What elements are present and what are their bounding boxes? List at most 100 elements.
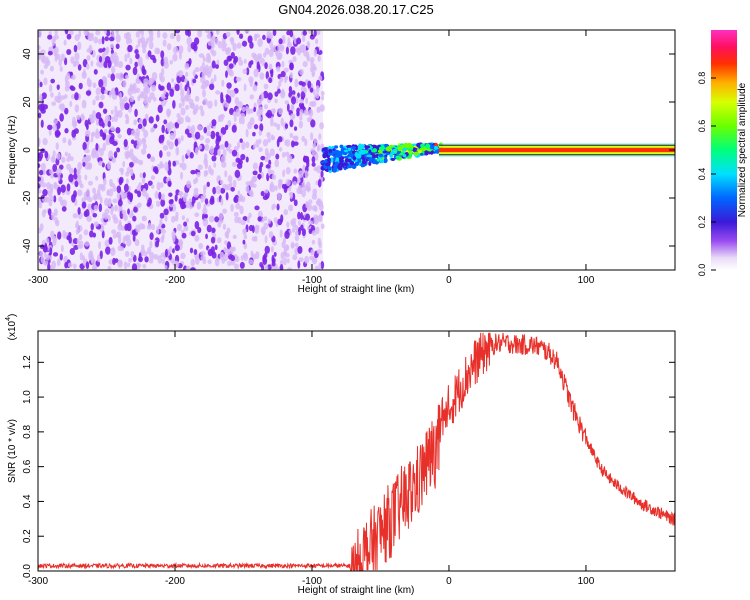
- noise-speckle: [60, 95, 66, 100]
- noise-speckle: [57, 175, 61, 181]
- noise-speckle: [277, 218, 283, 226]
- noise-speckle: [316, 165, 322, 174]
- noise-speckle: [161, 93, 166, 100]
- noise-speckle: [148, 35, 154, 42]
- noise-speckle: [201, 62, 206, 68]
- noise-speckle: [93, 148, 99, 158]
- noise-speckle: [211, 50, 217, 57]
- noise-speckle: [168, 192, 173, 197]
- noise-speckle: [159, 212, 165, 219]
- noise-speckle: [112, 214, 117, 220]
- noise-speckle: [55, 142, 59, 150]
- noise-speckle: [293, 168, 298, 174]
- noise-speckle: [180, 107, 186, 116]
- cluster-point: [390, 151, 396, 155]
- noise-speckle: [227, 120, 232, 128]
- noise-speckle: [200, 76, 206, 84]
- noise-speckle: [235, 76, 242, 82]
- noise-speckle: [51, 239, 57, 246]
- noise-speckle: [206, 130, 212, 137]
- colorbar-tick-label: 0.2: [697, 216, 707, 229]
- noise-speckle: [194, 212, 200, 218]
- noise-speckle: [282, 37, 286, 43]
- noise-speckle: [153, 123, 158, 129]
- noise-speckle: [134, 132, 140, 140]
- noise-speckle: [192, 78, 197, 84]
- noise-speckle: [59, 164, 64, 170]
- noise-speckle: [265, 164, 271, 169]
- noise-speckle: [318, 75, 323, 81]
- noise-speckle: [181, 232, 187, 239]
- noise-speckle: [312, 143, 317, 149]
- noise-speckle: [132, 84, 136, 90]
- noise-speckle: [310, 60, 314, 68]
- noise-speckle: [56, 84, 60, 90]
- noise-speckle: [60, 184, 66, 193]
- snr-y-tick-label: 0.8: [22, 424, 33, 438]
- noise-speckle: [203, 184, 207, 190]
- noise-speckle: [297, 220, 301, 226]
- snr-x-tick-label: 100: [578, 576, 595, 587]
- noise-speckle: [105, 30, 111, 37]
- noise-speckle: [127, 52, 131, 59]
- noise-speckle: [171, 78, 175, 83]
- noise-speckle: [104, 56, 111, 63]
- noise-speckle: [198, 144, 203, 150]
- noise-speckle: [316, 106, 321, 113]
- noise-speckle: [156, 200, 161, 207]
- noise-speckle: [66, 157, 71, 162]
- noise-speckle: [91, 114, 94, 124]
- noise-speckle: [92, 265, 96, 270]
- noise-speckle: [308, 199, 313, 205]
- noise-speckle: [270, 69, 274, 78]
- noise-speckle: [104, 30, 108, 35]
- noise-speckle: [135, 263, 142, 268]
- noise-speckle: [207, 40, 213, 46]
- noise-speckle: [112, 257, 116, 266]
- noise-speckle: [292, 135, 299, 141]
- noise-speckle: [270, 118, 274, 127]
- noise-speckle: [205, 138, 211, 144]
- noise-speckle: [268, 63, 273, 71]
- cluster-point: [356, 153, 362, 159]
- noise-speckle: [157, 255, 163, 264]
- noise-speckle: [277, 88, 281, 94]
- noise-speckle: [207, 248, 213, 257]
- colorbar-tick-label: 0.4: [697, 168, 707, 181]
- cluster-point: [361, 149, 366, 155]
- noise-speckle: [44, 150, 49, 159]
- noise-speckle: [163, 119, 168, 125]
- noise-speckle: [227, 175, 233, 183]
- noise-speckle: [135, 158, 140, 164]
- noise-speckle: [238, 116, 243, 125]
- noise-speckle: [43, 209, 47, 214]
- noise-speckle: [38, 169, 44, 176]
- noise-speckle: [72, 213, 78, 219]
- cluster-point: [417, 150, 422, 154]
- noise-speckle: [53, 183, 57, 190]
- noise-speckle: [49, 247, 53, 256]
- noise-speckle: [304, 170, 309, 179]
- noise-speckle: [235, 203, 241, 210]
- cluster-point: [335, 157, 340, 162]
- noise-speckle: [159, 150, 163, 158]
- noise-speckle: [249, 41, 254, 49]
- noise-speckle: [178, 191, 184, 196]
- noise-speckle: [85, 154, 90, 162]
- noise-speckle: [195, 176, 199, 183]
- noise-speckle: [148, 116, 154, 124]
- noise-speckle: [237, 190, 241, 196]
- noise-speckle: [205, 233, 208, 240]
- noise-speckle: [149, 251, 155, 261]
- noise-speckle: [254, 205, 260, 211]
- noise-speckle: [122, 160, 126, 168]
- noise-speckle: [60, 53, 65, 62]
- noise-speckle: [224, 184, 229, 191]
- noise-speckle: [183, 96, 190, 102]
- noise-speckle: [90, 60, 94, 67]
- noise-speckle: [309, 34, 315, 40]
- noise-speckle: [292, 254, 298, 261]
- noise-speckle: [230, 186, 235, 192]
- noise-speckle: [296, 187, 302, 195]
- noise-speckle: [125, 178, 129, 185]
